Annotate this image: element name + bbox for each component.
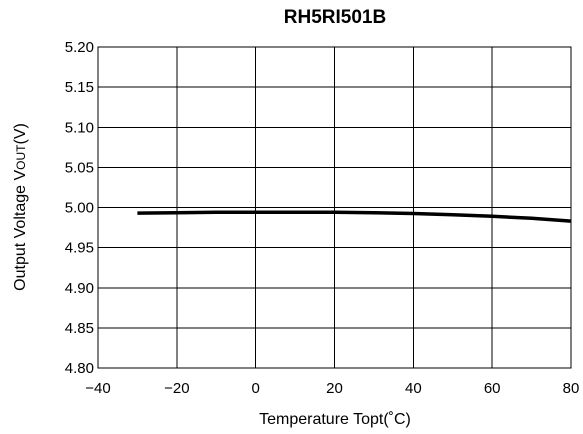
- y-tick-label: 4.95: [65, 240, 94, 257]
- grid: [97, 46, 572, 369]
- x-tick-label: 80: [563, 380, 580, 397]
- chart-title: RH5RI501B: [284, 7, 386, 28]
- y-tick-label: 5.05: [65, 159, 94, 176]
- x-tick-label: −20: [164, 380, 189, 397]
- y-tick-labels: 4.80 4.85 4.90 4.95 5.00 5.05 5.10 5.15 5.20: [65, 39, 94, 377]
- series-layer: [137, 210, 572, 223]
- y-tick-label: 5.00: [65, 200, 94, 217]
- x-tick-label: 60: [484, 380, 501, 397]
- plot-frame: [97, 46, 572, 369]
- y-tick-label: 5.10: [65, 119, 94, 136]
- y-tick-label: 5.20: [65, 39, 94, 56]
- y-tick-label: 4.90: [65, 280, 94, 297]
- x-tick-labels: −40 −20 0 20 40 60 80: [85, 380, 579, 397]
- series-line: [137, 210, 572, 223]
- x-axis-title: Temperature Topt(˚C): [259, 411, 411, 428]
- y-tick-label: 5.15: [65, 79, 94, 96]
- y-axis-title: Output Voltage VOUT(V): [12, 123, 29, 291]
- y-tick-label: 4.85: [65, 320, 94, 337]
- x-tick-label: 0: [251, 380, 259, 397]
- x-tick-label: 20: [326, 380, 343, 397]
- x-tick-label: 40: [405, 380, 422, 397]
- x-tick-label: −40: [85, 380, 110, 397]
- y-tick-label: 4.80: [65, 360, 94, 377]
